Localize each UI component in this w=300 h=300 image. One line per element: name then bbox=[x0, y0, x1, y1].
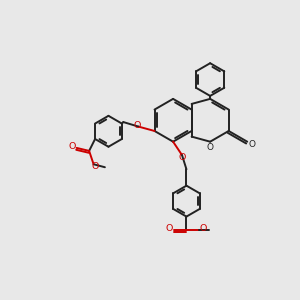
Text: O: O bbox=[207, 143, 214, 152]
Text: O: O bbox=[91, 161, 98, 170]
Text: O: O bbox=[166, 224, 173, 233]
Text: O: O bbox=[179, 153, 186, 162]
Text: O: O bbox=[133, 122, 141, 130]
Text: O: O bbox=[248, 140, 255, 149]
Text: O: O bbox=[68, 142, 76, 151]
Text: O: O bbox=[200, 224, 207, 233]
